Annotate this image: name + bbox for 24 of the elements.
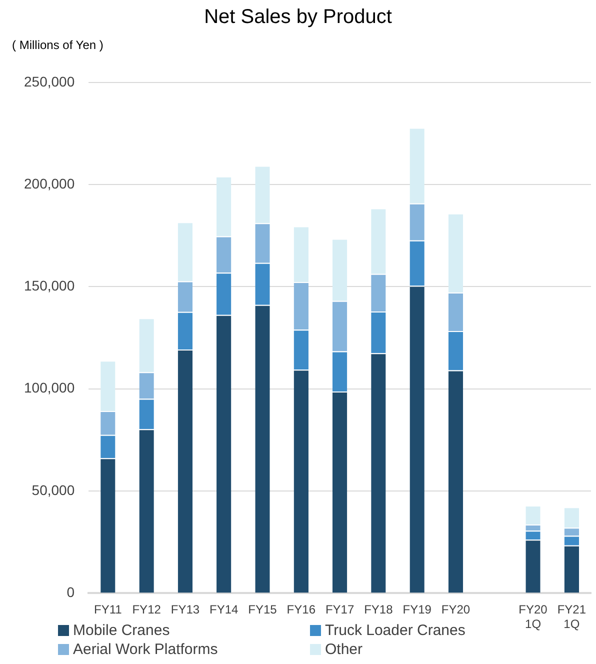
legend-label: Other	[325, 641, 363, 658]
x-tick-label: FY13	[170, 602, 200, 617]
y-tick-label: 0	[66, 584, 75, 600]
x-tick-label: FY14	[210, 602, 239, 617]
y-tick-label: 150,000	[24, 278, 75, 294]
y-tick-label: 100,000	[24, 380, 75, 396]
legend-label: Aerial Work Platforms	[73, 641, 218, 658]
x-tick-label: FY19	[402, 602, 432, 617]
x-tick-label: FY21 1Q	[557, 602, 586, 632]
x-tick-label: FY18	[364, 602, 394, 617]
x-tick-label: FY17	[325, 602, 354, 617]
x-tick-label: FY15	[248, 602, 278, 617]
x-tick-label: FY20	[441, 602, 470, 617]
y-tick-label: 50,000	[32, 482, 75, 498]
legend-label: Mobile Cranes	[73, 622, 170, 639]
legend-label: Truck Loader Cranes	[325, 622, 466, 639]
x-tick-label: FY11	[94, 602, 122, 617]
y-tick-label: 250,000	[24, 73, 75, 90]
x-tick-label: FY16	[286, 602, 316, 617]
y-axis-title: ( Millions of Yen )	[12, 38, 104, 52]
y-tick-label: 200,000	[24, 175, 75, 192]
x-tick-label: FY12	[132, 602, 162, 617]
chart-title: Net Sales by Product	[203, 6, 393, 29]
x-tick-label: FY20 1Q	[518, 602, 548, 632]
